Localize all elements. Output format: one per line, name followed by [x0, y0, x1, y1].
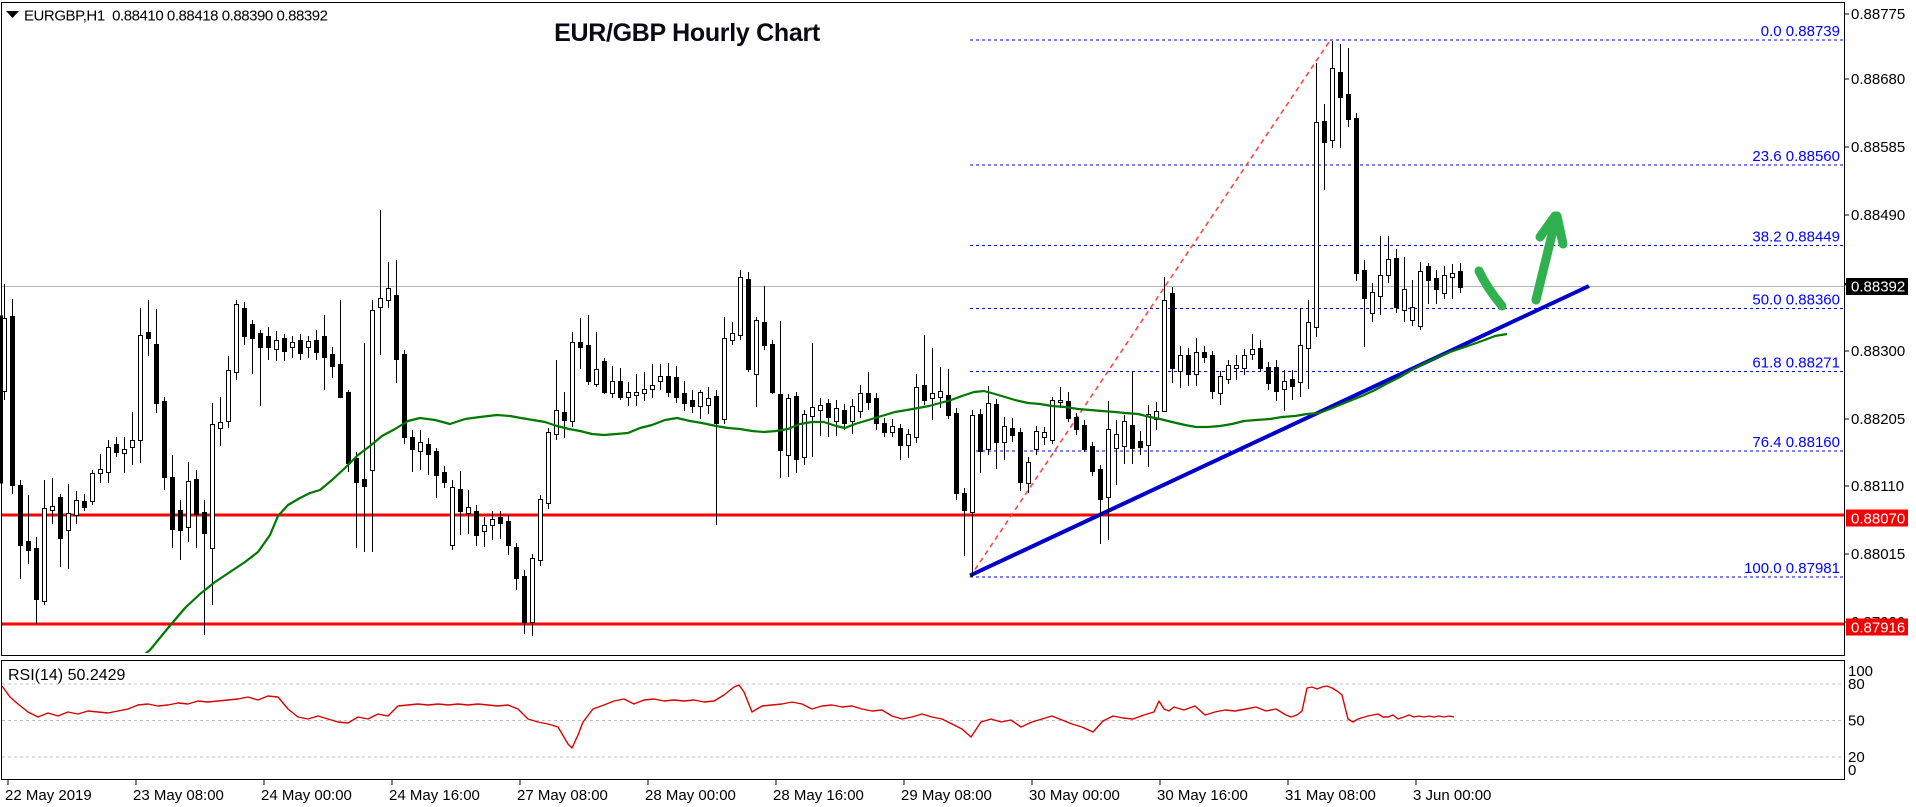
svg-text:0.88775: 0.88775: [1851, 6, 1905, 23]
svg-text:24 May 00:00: 24 May 00:00: [261, 787, 352, 804]
svg-text:0.88300: 0.88300: [1851, 343, 1905, 360]
svg-text:23.6 0.88560: 23.6 0.88560: [1752, 148, 1840, 165]
svg-text:23 May 08:00: 23 May 08:00: [133, 787, 224, 804]
svg-text:76.4 0.88160: 76.4 0.88160: [1752, 434, 1840, 451]
svg-text:29 May 08:00: 29 May 08:00: [901, 787, 992, 804]
svg-text:0.88070: 0.88070: [1851, 511, 1905, 528]
svg-text:50.0 0.88360: 50.0 0.88360: [1752, 292, 1840, 309]
svg-text:28 May 00:00: 28 May 00:00: [645, 787, 736, 804]
svg-text:0.87916: 0.87916: [1851, 620, 1905, 637]
svg-text:38.2 0.88449: 38.2 0.88449: [1752, 229, 1840, 246]
svg-text:100: 100: [1848, 663, 1873, 680]
svg-text:0.88110: 0.88110: [1851, 478, 1904, 495]
svg-text:0.88392: 0.88392: [1851, 279, 1905, 296]
svg-text:28 May 16:00: 28 May 16:00: [773, 787, 864, 804]
svg-text:50: 50: [1848, 713, 1865, 730]
svg-text:0: 0: [1848, 762, 1856, 779]
svg-text:22 May 2019: 22 May 2019: [5, 787, 92, 804]
svg-text:EURGBP,H1 0.88410 0.88418 0.8: EURGBP,H1 0.88410 0.88418 0.88390 0.8839…: [24, 8, 328, 25]
svg-text:0.88015: 0.88015: [1851, 546, 1905, 563]
svg-text:30 May 16:00: 30 May 16:00: [1157, 787, 1248, 804]
svg-text:100.0 0.87981: 100.0 0.87981: [1744, 560, 1840, 577]
svg-text:27 May 08:00: 27 May 08:00: [517, 787, 608, 804]
svg-text:0.0 0.88739: 0.0 0.88739: [1761, 23, 1840, 40]
svg-text:30 May 00:00: 30 May 00:00: [1029, 787, 1120, 804]
svg-text:24 May 16:00: 24 May 16:00: [389, 787, 480, 804]
svg-text:RSI(14) 50.2429: RSI(14) 50.2429: [8, 667, 126, 684]
svg-text:0.88680: 0.88680: [1851, 71, 1905, 88]
svg-text:EUR/GBP Hourly Chart: EUR/GBP Hourly Chart: [554, 19, 821, 47]
svg-text:20: 20: [1848, 749, 1865, 766]
svg-text:0.88490: 0.88490: [1851, 207, 1905, 224]
svg-text:0.88585: 0.88585: [1851, 139, 1905, 156]
svg-text:80: 80: [1848, 676, 1865, 693]
svg-text:61.8 0.88271: 61.8 0.88271: [1752, 355, 1840, 372]
svg-text:3 Jun 00:00: 3 Jun 00:00: [1413, 787, 1491, 804]
svg-text:0.88205: 0.88205: [1851, 411, 1905, 428]
svg-text:31 May 08:00: 31 May 08:00: [1285, 787, 1376, 804]
